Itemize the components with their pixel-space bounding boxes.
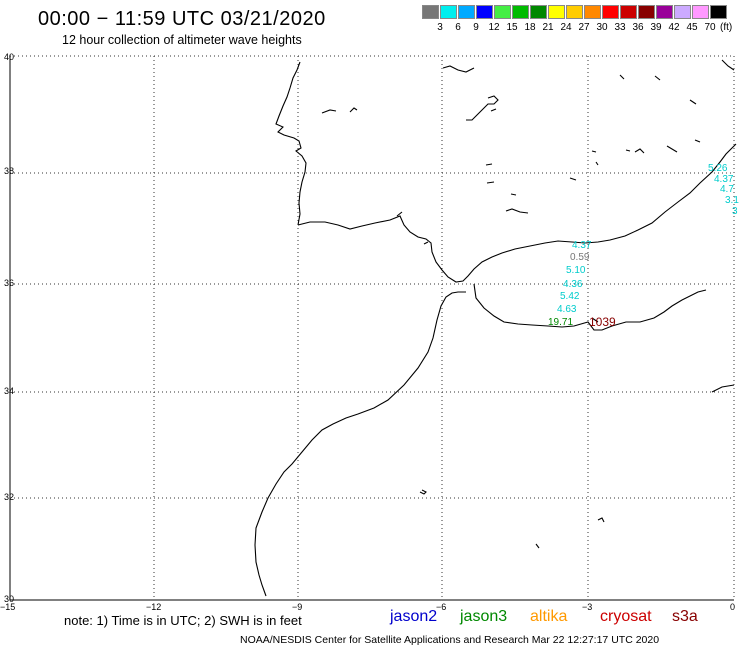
map-title: 00:00 − 11:59 UTC 03/21/2020 [38, 8, 326, 30]
wave-height-observation: 4.36 [563, 279, 583, 290]
scale-label: 45 [686, 22, 698, 33]
latitude-label: 38 [4, 166, 15, 176]
scale-swatch [638, 5, 655, 19]
scale-swatch [710, 5, 727, 19]
scale-label: 18 [524, 22, 536, 33]
scale-swatch [674, 5, 691, 19]
wave-height-observation: 3 [732, 206, 738, 217]
scale-swatch [476, 5, 493, 19]
satellite-legend-jason2: jason2 [390, 608, 438, 625]
scale-swatch [656, 5, 673, 19]
longitude-label: −15 [0, 602, 16, 612]
latitude-label: 36 [4, 278, 15, 288]
scale-label: 70 [704, 22, 716, 33]
wave-height-observation: 1039 [589, 315, 616, 329]
map-frame [9, 56, 734, 601]
wave-height-observation: 4.37 [572, 240, 592, 251]
scale-swatch [584, 5, 601, 19]
latitude-label: 34 [4, 386, 15, 396]
scale-label: 33 [614, 22, 626, 33]
wave-height-observation: 5.10 [566, 265, 586, 276]
map-subtitle: 12 hour collection of altimeter wave hei… [62, 33, 302, 47]
scale-label: 42 [668, 22, 680, 33]
scale-swatch [458, 5, 475, 19]
scale-swatch [494, 5, 511, 19]
satellite-legend-altika: altika [530, 608, 568, 625]
wave-height-observation: 19.71 [548, 317, 574, 328]
satellite-legend-s3a: s3a [672, 608, 698, 625]
scale-swatch [512, 5, 529, 19]
scale-label: 27 [578, 22, 590, 33]
latitude-label: 32 [4, 492, 15, 502]
scale-swatch [692, 5, 709, 19]
scale-label: 3 [437, 22, 443, 33]
wave-height-observation: 3.1 [725, 195, 739, 206]
longitude-label: −12 [146, 602, 162, 612]
scale-swatch [602, 5, 619, 19]
coastline [254, 59, 737, 597]
latitude-label: 30 [4, 594, 15, 604]
scale-label: 39 [650, 22, 662, 33]
wave-height-observation: 4.37 [714, 174, 734, 185]
longitude-label: −6 [436, 602, 447, 612]
longitude-label: 0 [730, 602, 736, 612]
scale-swatch [548, 5, 565, 19]
scale-label: 21 [542, 22, 554, 33]
scale-unit: (ft) [720, 22, 733, 33]
scale-swatch [620, 5, 637, 19]
footer-credit: NOAA/NESDIS Center for Satellite Applica… [240, 634, 660, 646]
note-text: note: 1) Time is in UTC; 2) SWH is in fe… [64, 613, 302, 628]
satellite-legend-cryosat: cryosat [600, 608, 652, 625]
scale-label: 12 [488, 22, 500, 33]
wave-height-observation: 0.59 [570, 252, 590, 263]
scale-label: 36 [632, 22, 644, 33]
wave-height-observation: 4.63 [557, 304, 577, 315]
longitude-label: −9 [292, 602, 303, 612]
wave-height-color-scale: 3 6 9 12 15 18 21 24 27 30 33 36 39 42 4… [422, 5, 740, 39]
satellite-legend-jason3: jason3 [460, 608, 508, 625]
scale-label: 24 [560, 22, 572, 33]
scale-label: 6 [455, 22, 461, 33]
scale-swatch [440, 5, 457, 19]
scale-swatch [566, 5, 583, 19]
scale-label: 9 [473, 22, 479, 33]
scale-label: 30 [596, 22, 608, 33]
scale-label: 15 [506, 22, 518, 33]
wave-height-observation: 5.26 [708, 163, 728, 174]
latitude-label: 40 [4, 52, 15, 62]
graticule [10, 55, 735, 600]
wave-height-observation: 5.42 [560, 291, 580, 302]
scale-swatch [530, 5, 547, 19]
wave-height-observation: 4.7 [720, 184, 734, 195]
scale-swatch [422, 5, 439, 19]
longitude-label: −3 [582, 602, 593, 612]
